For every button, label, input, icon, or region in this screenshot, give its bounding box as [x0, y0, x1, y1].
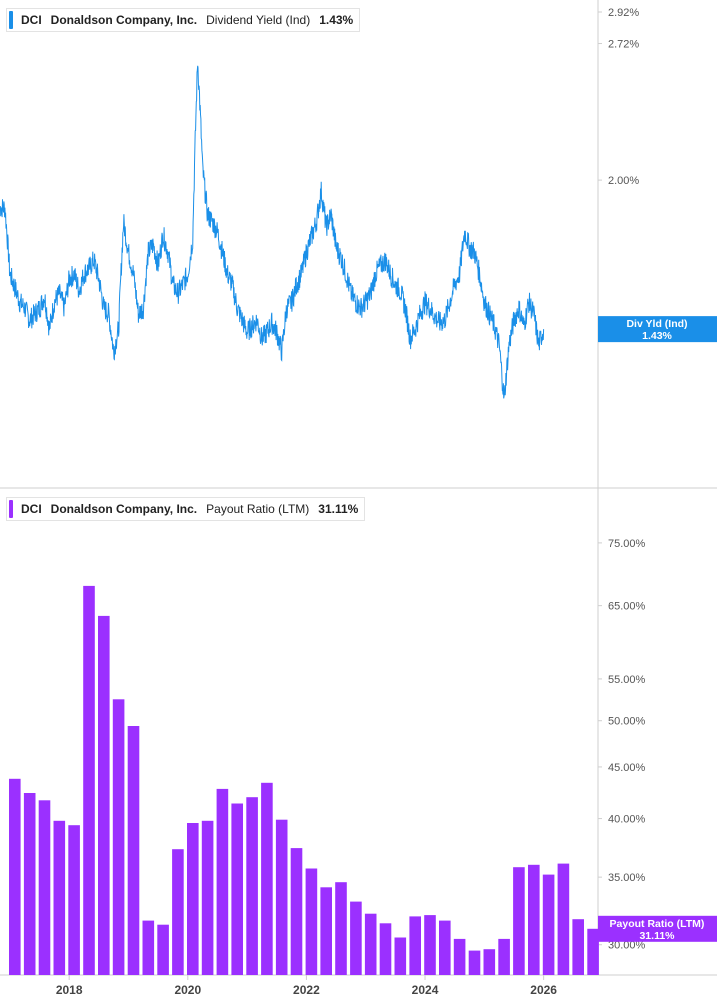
payout-bar — [394, 937, 407, 975]
payout-bar — [379, 923, 392, 975]
x-tick-label: 2020 — [174, 983, 201, 997]
payout-bar — [231, 803, 243, 975]
payout-bar — [513, 867, 525, 975]
payout-tick-label: 35.00% — [608, 872, 646, 884]
payout-bar — [142, 920, 155, 975]
payout-bar — [172, 849, 184, 975]
yield-legend-value: 1.43% — [319, 13, 354, 27]
yield-legend-swatch — [9, 11, 13, 29]
x-tick-label: 2024 — [412, 983, 439, 997]
payout-bar — [364, 913, 377, 975]
yield-last-value-text: 1.43% — [642, 330, 672, 342]
payout-bar — [453, 938, 466, 975]
payout-legend-metric: Payout Ratio (LTM) — [206, 502, 310, 516]
payout-bar — [187, 823, 199, 975]
payout-bar — [68, 825, 80, 975]
payout-bar — [572, 919, 584, 975]
payout-legend-ticker: DCI — [21, 502, 42, 516]
payout-bar — [112, 699, 125, 975]
payout-bar — [38, 800, 51, 975]
payout-legend-value: 31.11% — [318, 502, 359, 516]
yield-legend: DCI Donaldson Company, Inc. Dividend Yie… — [6, 8, 361, 32]
payout-bar — [528, 864, 540, 975]
payout-bar — [23, 793, 36, 975]
payout-bar — [409, 916, 421, 975]
payout-tick-label: 65.00% — [608, 601, 646, 613]
payout-last-value-name: Payout Ratio (LTM) — [610, 918, 705, 930]
payout-last-value-text: 31.11% — [639, 930, 675, 942]
payout-bar — [305, 868, 318, 975]
payout-last-value-bg — [598, 915, 717, 942]
payout-bar — [498, 938, 510, 975]
yield-tick-label: 2.72% — [608, 39, 639, 51]
x-tick-label: 2022 — [293, 983, 320, 997]
payout-bar — [275, 819, 288, 975]
payout-bar — [542, 874, 555, 975]
payout-last-value-tag: Payout Ratio (LTM)31.11% — [598, 915, 717, 942]
payout-bar — [201, 820, 214, 975]
payout-legend-swatch — [9, 500, 13, 518]
payout-bar — [127, 726, 140, 975]
yield-last-value-bg — [598, 316, 717, 343]
payout-tick-label: 50.00% — [608, 716, 646, 728]
payout-bar — [157, 924, 169, 975]
payout-bar — [483, 949, 496, 975]
x-tick-label: 2026 — [530, 983, 557, 997]
x-tick-label: 2018 — [56, 983, 83, 997]
yield-series-line — [0, 65, 545, 399]
payout-bar — [335, 882, 347, 975]
payout-tick-label: 30.00% — [608, 940, 646, 952]
payout-bar — [98, 615, 110, 975]
payout-tick-label: 40.00% — [608, 814, 646, 826]
payout-bar — [320, 887, 332, 975]
payout-tick-label: 75.00% — [608, 538, 646, 550]
yield-tick-label: 2.00% — [608, 175, 639, 187]
payout-bar — [216, 788, 229, 975]
yield-legend-metric: Dividend Yield (Ind) — [206, 13, 311, 27]
payout-bar — [587, 928, 599, 975]
payout-bar — [439, 920, 451, 975]
payout-bar — [468, 950, 481, 975]
payout-tick-label: 55.00% — [608, 674, 646, 686]
payout-bar — [246, 797, 258, 975]
payout-legend-company: Donaldson Company, Inc. — [50, 502, 198, 516]
payout-legend: DCI Donaldson Company, Inc. Payout Ratio… — [6, 497, 366, 521]
yield-legend-ticker: DCI — [21, 13, 42, 27]
payout-bar — [557, 863, 570, 975]
payout-bar — [261, 782, 273, 975]
payout-bar — [290, 848, 303, 975]
yield-last-value-tag: Div Yld (Ind)1.43% — [598, 316, 717, 343]
payout-bar — [350, 901, 362, 975]
payout-bar — [83, 585, 95, 975]
yield-last-value-name: Div Yld (Ind) — [626, 318, 687, 330]
payout-bar — [424, 915, 436, 975]
payout-bar — [9, 778, 21, 975]
payout-bar — [53, 820, 66, 975]
payout-tick-label: 45.00% — [608, 762, 646, 774]
yield-legend-company: Donaldson Company, Inc. — [50, 13, 198, 27]
yield-tick-label: 2.92% — [608, 7, 639, 19]
